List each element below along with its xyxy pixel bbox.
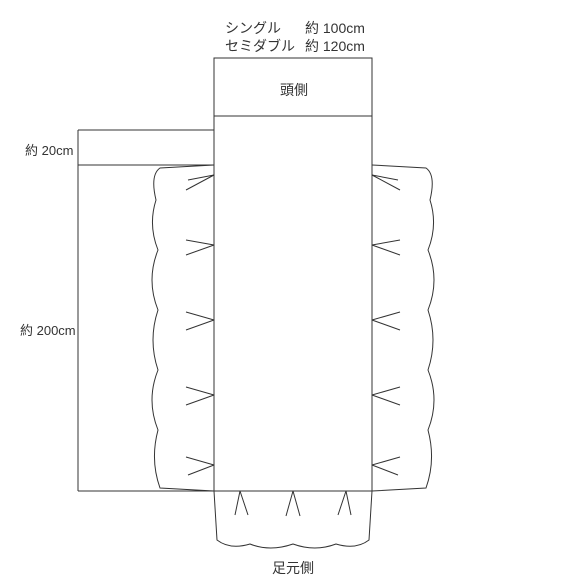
left-ruffle <box>152 165 214 491</box>
diagram-stage: シングル 約 100cm セミダブル 約 120cm 頭側 足元側 約 20cm… <box>0 0 583 583</box>
diagram-svg <box>0 0 583 583</box>
body-rect <box>214 116 372 491</box>
bottom-ruffle <box>214 491 372 548</box>
head-rect <box>214 58 372 116</box>
right-ruffle <box>372 165 434 491</box>
